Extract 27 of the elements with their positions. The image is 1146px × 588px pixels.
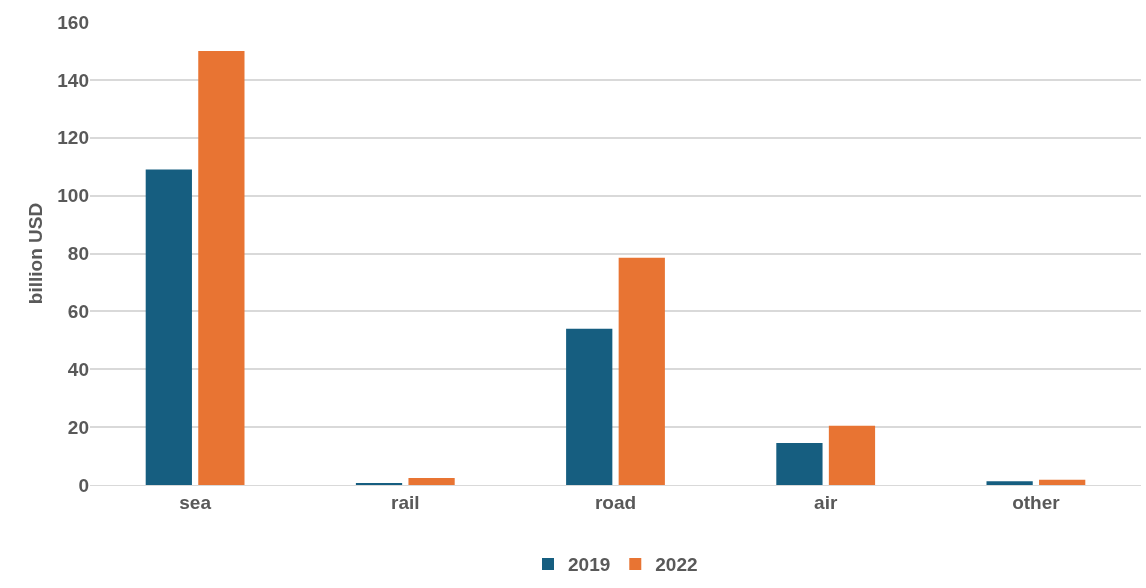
y-tick-label: 120 <box>57 127 89 149</box>
legend-label: 2022 <box>655 554 698 576</box>
bar <box>828 425 876 485</box>
bar <box>776 443 823 485</box>
x-tick-label: rail <box>391 491 420 513</box>
bar <box>986 481 1033 485</box>
bar <box>145 169 192 485</box>
bar <box>566 328 613 485</box>
y-tick-label: 60 <box>67 301 89 323</box>
x-tick-label: sea <box>179 491 212 513</box>
bar <box>408 478 455 485</box>
x-tick-label: road <box>594 491 637 513</box>
legend-label: 2019 <box>568 554 611 576</box>
y-tick-label: 160 <box>57 11 89 33</box>
y-tick-label: 0 <box>78 474 89 496</box>
y-axis-title: billion USD <box>25 202 46 305</box>
y-tick-label: 100 <box>57 185 89 207</box>
bar <box>618 257 665 485</box>
y-tick-label: 20 <box>67 416 89 438</box>
y-tick-label: 80 <box>67 243 89 265</box>
x-tick-label: other <box>1012 491 1061 513</box>
y-tick-label: 140 <box>57 69 89 91</box>
bar <box>198 50 245 485</box>
bar <box>355 482 403 485</box>
y-tick-label: 40 <box>67 358 89 380</box>
x-tick-label: air <box>814 491 838 513</box>
bar <box>1039 479 1086 485</box>
